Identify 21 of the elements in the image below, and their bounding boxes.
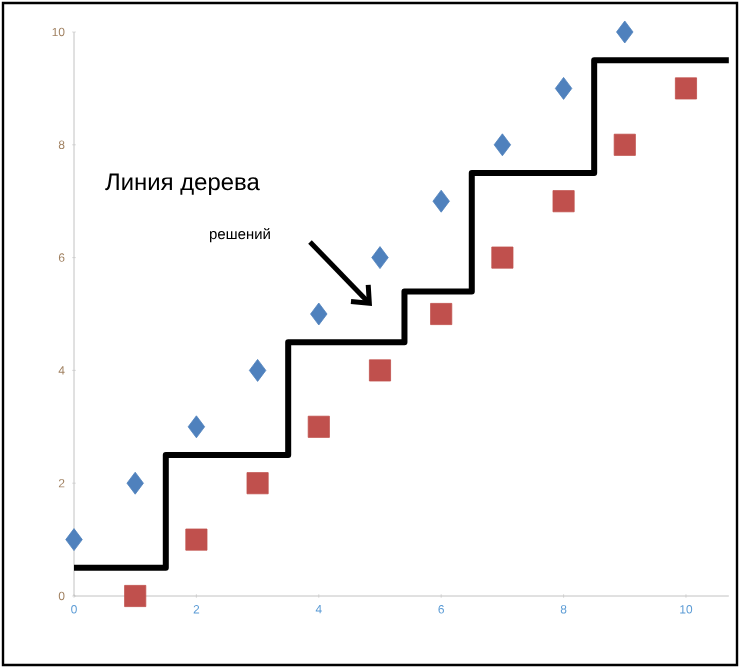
point — [613, 133, 636, 156]
point — [430, 303, 453, 325]
point — [368, 359, 391, 382]
point — [432, 189, 450, 213]
point — [187, 415, 206, 439]
point — [65, 528, 83, 551]
annotation: Линия дерева — [105, 173, 260, 195]
point — [674, 77, 697, 100]
point — [552, 190, 575, 213]
point — [124, 585, 147, 607]
point — [248, 359, 267, 382]
point — [310, 302, 328, 326]
point — [491, 246, 514, 269]
point — [493, 133, 512, 157]
point — [554, 77, 573, 100]
point — [307, 415, 330, 438]
point — [246, 472, 269, 495]
point — [616, 20, 634, 44]
point — [185, 528, 208, 551]
point — [371, 246, 389, 269]
point — [126, 471, 144, 495]
